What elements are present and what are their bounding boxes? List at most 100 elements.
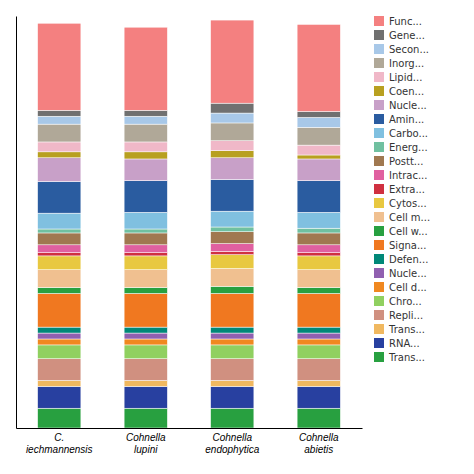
bar-segment: [211, 141, 254, 151]
bar-segment: [124, 270, 167, 288]
bar-segment: [211, 386, 254, 408]
series: [38, 244, 341, 253]
legend-swatch: [374, 324, 384, 334]
legend-swatch: [374, 86, 384, 96]
legend-entry: Cell d...: [374, 282, 427, 293]
legend-entry: RNA...: [374, 338, 420, 349]
bar-segment: [211, 113, 254, 123]
bar-segment: [211, 158, 254, 180]
series: [38, 339, 341, 345]
legend-entry: Energ...: [374, 142, 428, 153]
bar-segment: [211, 20, 254, 103]
series: [38, 103, 341, 117]
legend-label: Inorg...: [389, 58, 424, 69]
bar-segment: [124, 27, 167, 110]
legend-entry: Cytos...: [374, 198, 427, 209]
bar-segment: [297, 256, 340, 270]
series: [38, 232, 341, 245]
bar-segment: [297, 212, 340, 228]
y-axis: [16, 17, 17, 429]
bar-segment: [38, 142, 81, 152]
legend-swatch: [374, 184, 384, 194]
bar-segment: [124, 233, 167, 245]
series: [38, 113, 341, 127]
bar-segment: [38, 327, 81, 333]
legend-label: Func...: [389, 16, 422, 27]
legend-entry: Cell w...: [374, 226, 428, 237]
legend-label: Gene...: [389, 30, 425, 41]
x-tick-label: Cohnellaabietis: [299, 432, 339, 455]
series: [38, 286, 341, 293]
bar-segment: [38, 110, 81, 116]
bar-segment: [297, 159, 340, 181]
legend-swatch: [374, 30, 384, 40]
bar-segment: [124, 333, 167, 339]
x-axis-line: [17, 428, 363, 429]
bar-segment: [297, 386, 340, 408]
bar-segment: [124, 116, 167, 124]
legend-swatch: [374, 226, 384, 236]
legend-entry: Lipid...: [374, 72, 422, 83]
bar-segment: [38, 245, 81, 253]
legend-entry: Trans...: [374, 352, 425, 363]
legend-label: Trans...: [388, 324, 425, 335]
legend-swatch: [374, 100, 384, 110]
bar-segment: [38, 116, 81, 124]
legend-swatch: [374, 156, 384, 166]
legend-label: Chro...: [389, 296, 422, 307]
legend-swatch: [374, 212, 384, 222]
x-tick-label-line: Cohnella: [126, 432, 166, 443]
series: [38, 158, 341, 182]
legend-entry: Signa...: [374, 240, 426, 251]
bar-segment: [297, 127, 340, 145]
series: [38, 333, 341, 339]
legend-label: Intrac...: [389, 170, 427, 181]
series: [38, 327, 341, 333]
bar-segment: [38, 333, 81, 339]
bar-segment: [211, 269, 254, 287]
bar-segment: [124, 345, 167, 359]
bar-segment: [38, 152, 81, 158]
x-tick: Cohnellaabietis: [299, 432, 339, 455]
bar-segment: [124, 142, 167, 152]
bar-segment: [124, 124, 167, 142]
bar-segment: [38, 253, 81, 256]
bar-segment: [124, 181, 167, 213]
bar-segment: [124, 229, 167, 233]
series: [38, 269, 341, 288]
bar-segment: [297, 293, 340, 327]
legend-label: Energ...: [389, 142, 428, 153]
bar-segment: [211, 151, 254, 158]
x-tick-label-line: lupini: [134, 444, 158, 455]
bar-segment: [124, 288, 167, 294]
x-tick-label: Cohnellaendophytica: [205, 432, 259, 455]
legend-swatch: [374, 198, 384, 208]
bar-segment: [38, 124, 81, 142]
x-tick-label-line: C.: [54, 432, 64, 443]
legend-label: Cell w...: [389, 226, 428, 237]
series: [38, 211, 341, 229]
bar-segment: [38, 270, 81, 288]
bar-segment: [297, 228, 340, 233]
bar-segment: [211, 252, 254, 255]
bar-segment: [211, 293, 254, 327]
bar-segment: [124, 359, 167, 381]
bar-segment: [38, 256, 81, 270]
bar-segment: [124, 212, 167, 229]
bar-segment: [297, 24, 340, 111]
series: [38, 386, 341, 408]
bars: [38, 20, 341, 428]
bar-segment: [124, 408, 167, 428]
series: [38, 227, 341, 233]
legend-entry: Extra...: [374, 184, 425, 195]
series: [38, 359, 341, 381]
legend-label: Postt...: [389, 156, 423, 167]
bar-segment: [124, 245, 167, 253]
bar-segment: [297, 155, 340, 159]
x-tick-label-line: abietis: [304, 444, 333, 455]
x-tick-label-line: Cohnella: [213, 432, 253, 443]
legend-entry: Cell m...: [374, 212, 430, 223]
bar-segment: [124, 159, 167, 181]
bar-segment: [38, 386, 81, 408]
series: [38, 20, 341, 111]
